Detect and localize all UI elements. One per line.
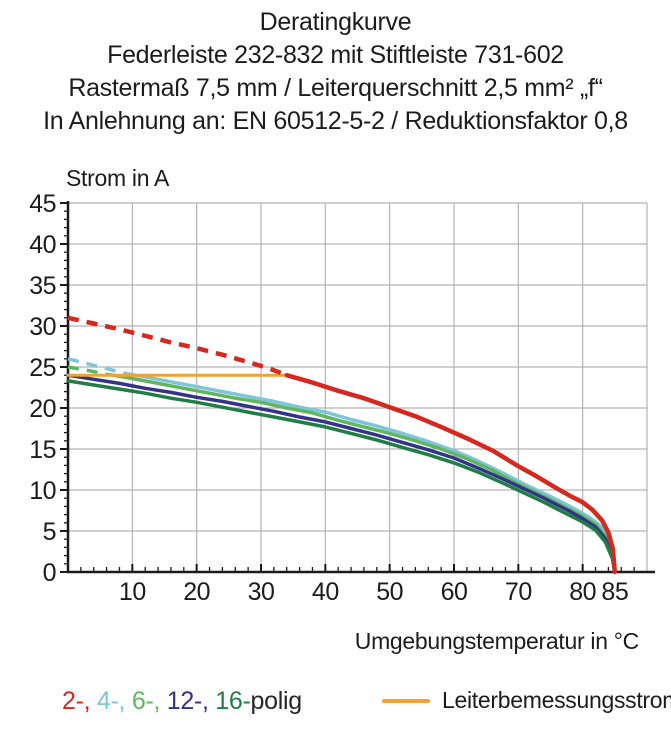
y-axis-title: Strom in A: [66, 165, 170, 191]
legend-rated-current: Leiterbemessungsstrom: [382, 687, 671, 714]
svg-text:60: 60: [441, 578, 468, 606]
svg-text:20: 20: [29, 395, 56, 423]
legend-pole-suffix: polig: [250, 687, 303, 715]
legend-pole-2: 2-,: [62, 687, 97, 715]
svg-text:80: 80: [569, 578, 596, 606]
svg-text:0: 0: [43, 559, 56, 587]
svg-text:30: 30: [248, 578, 275, 606]
rated-current-label: Leiterbemessungsstrom: [442, 687, 671, 713]
svg-text:25: 25: [29, 354, 56, 382]
svg-text:30: 30: [29, 313, 56, 341]
svg-text:10: 10: [29, 477, 56, 505]
chart-subtitle-product: Federleiste 232-832 mit Stiftleiste 731-…: [107, 41, 564, 69]
rated-current-line-swatch: [382, 698, 430, 703]
chart-subtitle-spec: Rastermaß 7,5 mm / Leiterquerschnitt 2,5…: [68, 74, 603, 102]
legend-pole-4: 4-,: [96, 687, 132, 715]
svg-text:40: 40: [29, 231, 56, 259]
legend-pole-16: 16-: [215, 687, 251, 715]
chart-subtitle-standard: In Anlehnung an: EN 60512-5-2 / Reduktio…: [43, 107, 628, 135]
x-axis-title: Umgebungstemperatur in °C: [354, 628, 640, 654]
svg-text:5: 5: [43, 518, 56, 546]
svg-text:45: 45: [29, 190, 56, 218]
legend-pole-6: 6-,: [131, 687, 167, 715]
svg-text:20: 20: [183, 578, 210, 606]
svg-text:85: 85: [601, 578, 628, 606]
svg-text:10: 10: [119, 578, 146, 606]
svg-text:40: 40: [312, 578, 339, 606]
svg-text:15: 15: [29, 436, 56, 464]
legend-pole-12: 12-,: [166, 687, 216, 715]
svg-text:35: 35: [29, 272, 56, 300]
svg-text:50: 50: [376, 578, 403, 606]
chart-title-block: Deratingkurve Federleiste 232-832 mit St…: [0, 6, 671, 138]
legend-pole-counts: 2-, 4-, 6-, 12-, 16-polig: [62, 687, 302, 716]
svg-text:70: 70: [505, 578, 532, 606]
chart-title: Deratingkurve: [259, 8, 412, 36]
